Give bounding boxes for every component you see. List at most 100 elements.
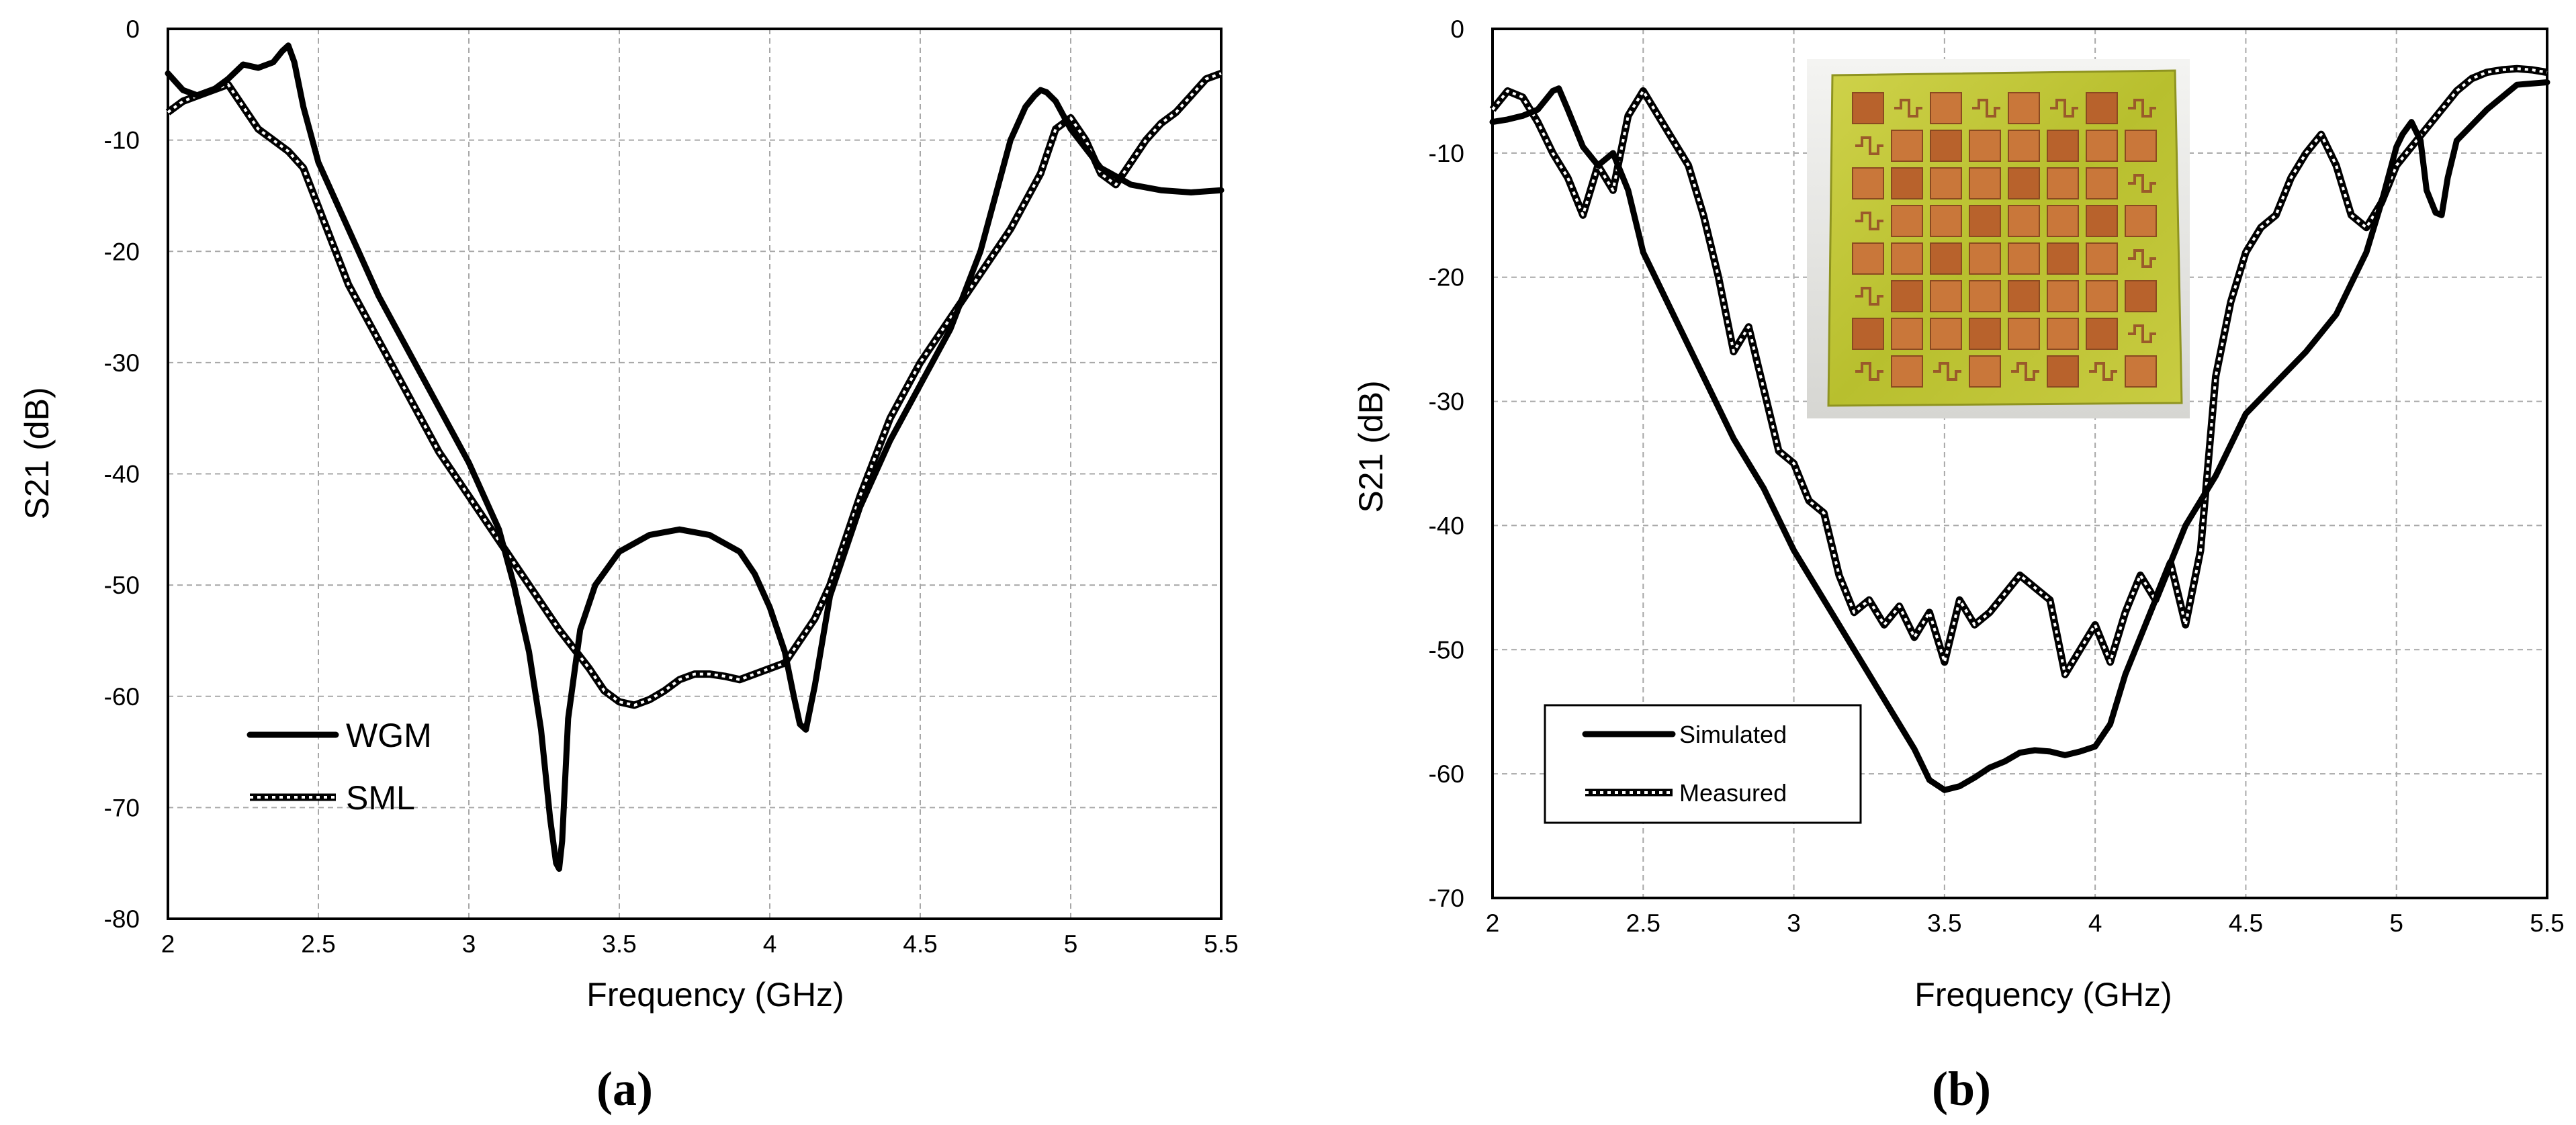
board-patch [2008,130,2040,162]
chart-b-y-tick-label: 0 [1450,15,1464,43]
chart-b-y-axis-label: S21 (dB) [1352,380,1390,512]
board-patch [1930,130,1962,162]
chart-a-y-tick-label: -80 [104,905,140,933]
chart-a-y-tick-label: -50 [104,572,140,599]
board-meander [1894,99,1922,118]
board-patch [2047,205,2079,237]
board-patch [1930,318,1962,350]
board-meander [2128,249,2156,268]
legend-b-box [1544,704,1862,824]
chart-b-x-tick-label: 5 [2389,909,2403,937]
chart-b-legend: Simulated Measured [1544,704,1862,824]
board-patch [1930,205,1962,237]
board-patch [1891,167,1923,199]
chart-a-y-tick-label: 0 [126,15,140,43]
board-patch [1969,242,2001,275]
board-meander [2128,99,2156,118]
inset-board-photo [1807,59,2190,418]
board-patch [2047,242,2079,275]
board-patch [2008,242,2040,275]
board-patch [1969,167,2001,199]
chart-b-y-ticks: 0 -10 -20 -30 -40 -50 -60 -70 [1429,15,1464,912]
chart-panel-a: 0 -10 -20 -30 -40 -50 -60 -70 -80 2 2.5 3 3.5 4 4.5 5 5… [18,15,1239,1116]
board-patch [1891,318,1923,350]
chart-a-x-tick-label: 2.5 [301,930,335,958]
chart-a-y-tick-label: -70 [104,794,140,821]
chart-a-y-tick-label: -20 [104,238,140,265]
chart-panel-b: 0-10-20-30-40-50-60-70 2 2.5 3 3.5 4 4.5 5 5.5 … [1352,15,2565,1116]
board-patch [1891,280,1923,312]
chart-b-x-tick-label: 5.5 [2530,909,2564,937]
chart-b-y-tick-label: -20 [1429,264,1464,291]
board-patch [2008,205,2040,237]
board-patch [1891,355,1923,388]
board-patch [2125,280,2157,312]
board-patch [1969,205,2001,237]
board-patch [1930,242,1962,275]
chart-b-y-tick-label: -50 [1429,636,1464,664]
chart-a-x-tick-label: 5.5 [1204,930,1238,958]
board-patch [2047,167,2079,199]
board-patch [1891,242,1923,275]
chart-b-y-tick-label: -70 [1429,885,1464,912]
chart-a-x-tick-label: 4.5 [903,930,937,958]
board-patch [1852,167,1884,199]
board-meander [1855,362,1883,381]
chart-a-y-tick-label: -10 [104,127,140,154]
board-patch [2086,280,2118,312]
board-patch [2008,167,2040,199]
board-meander [2128,174,2156,193]
board-meander [2050,99,2078,118]
legend-simulated-label: Simulated [1679,721,1787,748]
board-meander [1855,136,1883,155]
legend-sml-label: SML [346,779,415,817]
board-patch [1969,280,2001,312]
chart-a-x-tick-label: 3 [462,930,476,958]
board-meander [1855,212,1883,230]
board-patch [1852,242,1884,275]
chart-a-y-tick-label: -40 [104,461,140,488]
board-patch [1969,130,2001,162]
chart-a-y-ticks: 0 -10 -20 -30 -40 -50 -60 -70 -80 [104,15,140,933]
board-patch [2008,280,2040,312]
board-patch [2086,92,2118,124]
board-patch [2047,280,2079,312]
board-patch [2008,92,2040,124]
panel-a-label: (a) [596,1062,653,1116]
board-patch [2125,205,2157,237]
board-patch [1891,130,1923,162]
chart-a-x-tick-label: 3.5 [602,930,636,958]
chart-a-grid [168,29,1221,919]
chart-b-x-tick-label: 3 [1787,909,1801,937]
series-sml-line-inner [167,72,1222,707]
chart-b-x-tick-label: 3.5 [1927,909,1961,937]
board-meander [2011,362,2039,381]
chart-a-y-tick-label: -30 [104,349,140,377]
board-meander [2128,324,2156,343]
board-patch [2047,318,2079,350]
board-patch [2086,318,2118,350]
board-meander [1972,99,2000,118]
board-patch [1930,280,1962,312]
board-patch [1930,92,1962,124]
series-wgm-line [165,42,1225,872]
chart-b-y-tick-label: -10 [1429,140,1464,167]
board-meander [1933,362,1961,381]
board-patch [1930,167,1962,199]
board-patch [1969,355,2001,388]
chart-b-series [1489,64,2550,793]
chart-b-x-ticks: 2 2.5 3 3.5 4 4.5 5 5.5 [1486,909,2565,937]
board-patch [2047,130,2079,162]
chart-b-x-tick-label: 2.5 [1626,909,1660,937]
board-patch [2086,205,2118,237]
chart-a-x-tick-label: 4 [763,930,777,958]
board-patch [2125,355,2157,388]
chart-b-x-tick-label: 4.5 [2229,909,2263,937]
chart-a-plot-frame [167,28,1223,920]
board-patch [1852,318,1884,350]
chart-a-legend: WGM SML [247,717,432,817]
board-patch [2125,130,2157,162]
board-patch [2047,355,2079,388]
legend-wgm-label: WGM [346,717,432,754]
